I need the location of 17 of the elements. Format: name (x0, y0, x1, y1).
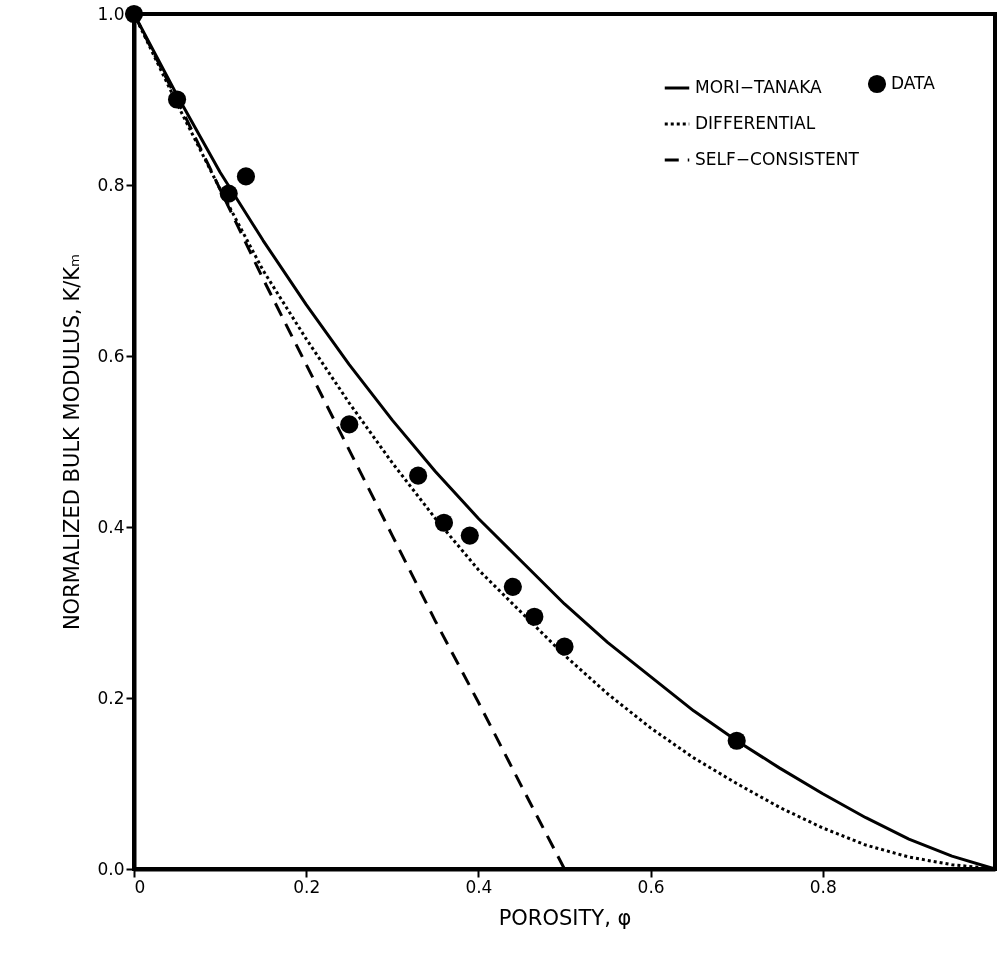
x-tick-label: 0.4 (465, 876, 493, 897)
x-tick-label: 0.6 (637, 876, 665, 897)
y-tick-label: 1.0 (97, 3, 125, 24)
x-tick-label: 0.2 (293, 876, 321, 897)
x-tick-label: 0.8 (809, 876, 837, 897)
legend-label: MORI−TANAKA (695, 77, 823, 97)
y-tick-label: 0.4 (97, 516, 125, 537)
legend-label: DIFFERENTIAL (695, 113, 816, 133)
y-tick-label: 0.8 (97, 174, 125, 195)
x-tick-label: 0 (134, 876, 146, 897)
y-tick-label: 0.6 (97, 345, 125, 366)
y-tick-label: 0.2 (97, 687, 125, 708)
y-tick-label: 0.0 (97, 858, 125, 879)
x-axis-title: POROSITY, φ (498, 905, 632, 930)
legend-label: DATA (891, 73, 936, 93)
legend-label: SELF−CONSISTENT (695, 149, 860, 169)
y-axis-title: NORMALIZED BULK MODULUS, K/Kₘ (60, 253, 85, 631)
